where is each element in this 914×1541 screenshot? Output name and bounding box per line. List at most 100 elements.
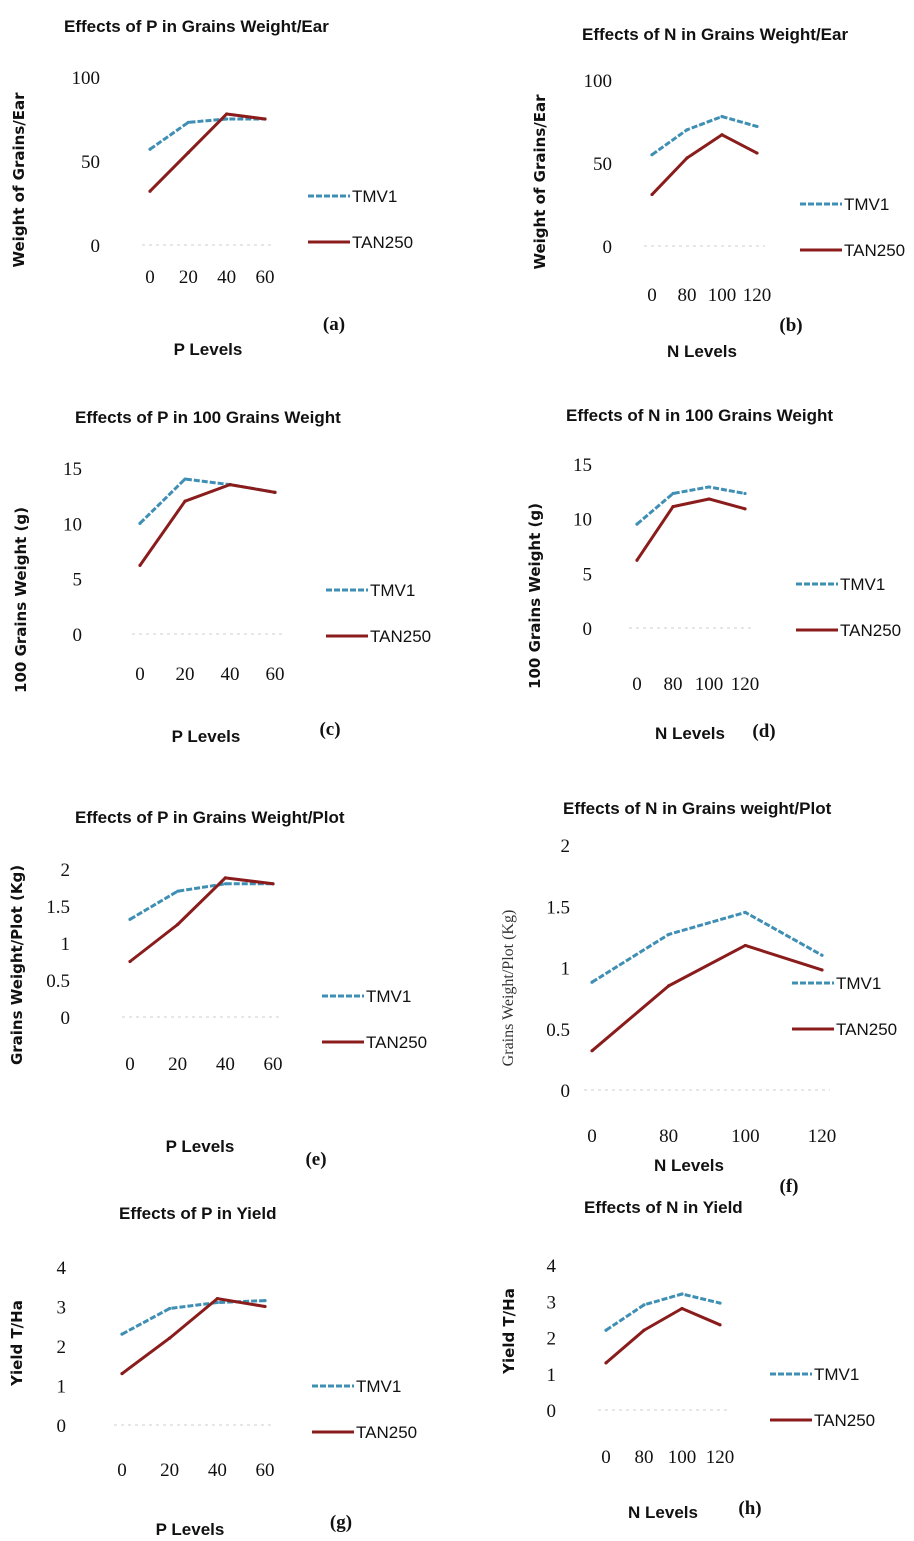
y-axis-label: Yield T/Ha [8, 1300, 26, 1387]
data-point [263, 1298, 267, 1303]
y-tick-label: 0 [57, 1416, 67, 1437]
y-tick-label: 0 [561, 1081, 571, 1102]
y-tick-label: 0 [583, 619, 593, 640]
chart-panel-3: Effects of N in 100 Grains Weight 100 Gra… [526, 406, 901, 743]
y-tick-label: 1 [57, 1377, 67, 1398]
data-point [718, 1323, 722, 1327]
y-tick-label: 10 [63, 514, 82, 535]
data-point [820, 953, 824, 957]
data-point [642, 1303, 646, 1307]
data-point [680, 1292, 684, 1296]
y-tick-label: 0 [91, 236, 101, 257]
x-tick-label: 0 [145, 267, 155, 288]
chart-title: Effects of N in Grains weight/Plot [563, 799, 832, 818]
y-tick-label: 4 [57, 1258, 67, 1279]
data-point [186, 151, 190, 155]
y-tick-label: 0.5 [546, 1020, 570, 1041]
data-point [743, 910, 747, 914]
data-point [743, 491, 747, 496]
data-point [263, 1304, 267, 1309]
series-line-tan250 [650, 133, 758, 196]
x-axis-label: P Levels [156, 1520, 225, 1539]
data-point [755, 151, 759, 155]
y-tick-label: 50 [81, 152, 100, 173]
chart-panel-7: Effects of N in Yield Yield T/Ha 0 1 2 3 4 0 80 1… [500, 1198, 875, 1522]
data-point [642, 1328, 646, 1332]
x-axis-label: P Levels [174, 340, 243, 359]
panel-label: (d) [752, 721, 775, 742]
y-tick-label: 2 [57, 1337, 67, 1358]
data-point [743, 507, 747, 511]
data-point [263, 117, 267, 121]
data-point [635, 558, 639, 562]
legend-label: TMV1 [352, 187, 397, 206]
legend-label: TAN250 [356, 1423, 417, 1442]
y-axis-label: Yield T/Ha [500, 1288, 518, 1375]
x-axis-label: P Levels [166, 1137, 235, 1156]
x-tick-label: 60 [264, 1054, 283, 1075]
legend-label: TAN250 [836, 1020, 897, 1039]
chart-title: Effects of P in Yield [119, 1204, 276, 1223]
legend-label: TMV1 [356, 1377, 401, 1396]
y-tick-label: 100 [584, 71, 613, 92]
data-point [755, 124, 759, 129]
x-tick-label: 40 [217, 267, 236, 288]
data-point [168, 1306, 172, 1311]
y-tick-label: 2 [561, 836, 571, 857]
chart-title: Effects of N in 100 Grains Weight [566, 406, 833, 425]
legend-label: TAN250 [840, 621, 901, 640]
data-point [138, 563, 142, 567]
data-point [635, 522, 639, 526]
y-axis-label: Weight of Grains/Ear [531, 94, 549, 270]
legend-label: TAN250 [370, 627, 431, 646]
series-line-tan250 [121, 1297, 266, 1375]
data-point [225, 117, 229, 121]
x-tick-label: 0 [587, 1126, 597, 1147]
chart-title: Effects of N in Grains Weight/Ear [582, 25, 848, 44]
y-tick-label: 3 [57, 1298, 67, 1319]
x-axis-label: N Levels [628, 1503, 698, 1522]
data-point [650, 153, 654, 157]
x-tick-label: 100 [731, 1126, 760, 1147]
series-line-tan250 [138, 483, 276, 567]
chart-title: Effects of P in Grains Weight/Plot [75, 808, 345, 827]
data-point [685, 156, 689, 160]
y-tick-label: 100 [72, 68, 101, 89]
panel-label: (f) [780, 1176, 799, 1197]
chart-title: Effects of P in Grains Weight/Ear [64, 17, 329, 36]
x-tick-label: 80 [678, 285, 697, 306]
data-point [667, 932, 671, 937]
y-tick-label: 10 [573, 510, 592, 531]
series-line-tan250 [148, 112, 266, 193]
series-line-tan250 [635, 497, 746, 562]
data-point [223, 882, 227, 886]
chart-title: Effects of P in 100 Grains Weight [75, 408, 341, 427]
y-tick-label: 0.5 [46, 971, 70, 992]
chart-panel-2: Effects of P in 100 Grains Weight 100 Gra… [12, 408, 431, 746]
series-line-tmv1 [129, 882, 273, 921]
legend-label: TMV1 [370, 581, 415, 600]
panel-label: (c) [319, 719, 340, 740]
x-tick-label: 120 [743, 285, 772, 306]
y-axis-label: Grains Weight/Plot (Kg) [500, 910, 517, 1067]
y-axis-label: 100 Grains Weight (g) [12, 507, 30, 693]
x-tick-label: 60 [266, 664, 285, 685]
data-point [671, 505, 675, 509]
legend-label: TMV1 [844, 195, 889, 214]
data-point [271, 882, 275, 886]
data-point [215, 1300, 219, 1305]
legend-label: TMV1 [840, 575, 885, 594]
data-point [273, 490, 277, 494]
data-point [650, 192, 654, 197]
series-line-tan250 [591, 943, 823, 1052]
data-point [720, 114, 724, 119]
x-tick-label: 60 [256, 1460, 275, 1481]
y-tick-label: 1 [61, 934, 71, 955]
x-axis-label: N Levels [667, 342, 737, 361]
data-point [228, 483, 232, 487]
chart-panel-0: Effects of P in Grains Weight/Ear Weight … [10, 17, 413, 359]
series-line-tmv1 [121, 1299, 266, 1336]
data-point [183, 477, 187, 481]
x-axis-label: N Levels [654, 1156, 724, 1175]
panel-label: (g) [330, 1512, 352, 1533]
